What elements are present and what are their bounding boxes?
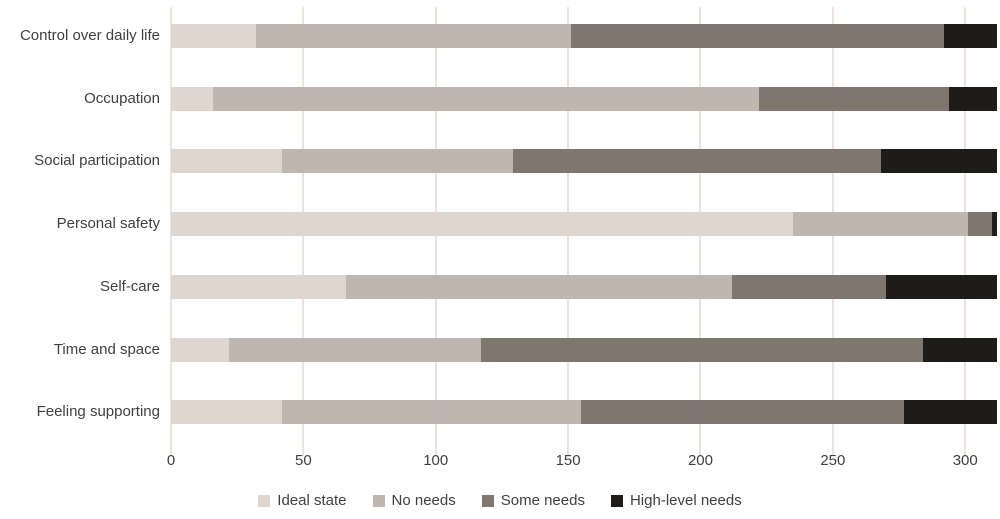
legend-label: Ideal state [277,492,347,509]
bar-segment-ideal-state [171,149,283,174]
bar-segment-no-needs [229,337,481,362]
bar-row: Social participation [0,149,1000,174]
x-tick-label: 150 [555,452,581,469]
bar-row: Self-care [0,274,1000,299]
bar-segment-no-needs [345,274,733,299]
bar-row: Personal safety [0,212,1000,237]
legend-label: High-level needs [629,492,742,509]
legend-item: High-level needs [610,492,742,509]
bar-segment-some-needs [512,149,881,174]
category-label: Feeling supporting [36,403,160,421]
bar-segment-no-needs [282,400,582,425]
bar-segment-ideal-state [171,337,230,362]
bar-segment-some-needs [967,212,992,237]
category-label: Personal safety [56,215,160,233]
bar-segment-high-level-needs [922,337,997,362]
bar-segment-no-needs [282,149,513,174]
bar-segment-some-needs [732,274,886,299]
bar-segment-high-level-needs [949,86,997,111]
legend-label: Some needs [500,492,585,509]
legend: Ideal state No needs Some needs High-level … [0,492,1000,509]
legend-swatch [610,494,623,507]
bar-row: Feeling supporting [0,400,1000,425]
category-label: Time and space [53,340,160,358]
bar-segment-ideal-state [171,86,214,111]
legend-label: No needs [391,492,456,509]
legend-swatch [481,494,494,507]
bar-row: Control over daily life [0,24,1000,48]
category-label: Occupation [84,89,160,107]
bar-row: Time and space [0,337,1000,362]
bar-segment-some-needs [581,400,905,425]
x-tick-label: 200 [687,452,713,469]
x-tick-label: 300 [952,452,978,469]
bar-segment-high-level-needs [944,24,997,48]
x-tick-label: 50 [295,452,312,469]
bar-segment-high-level-needs [880,149,997,174]
category-label: Control over daily life [19,27,160,44]
legend-swatch [372,494,385,507]
bar-segment-some-needs [758,86,950,111]
bar-segment-some-needs [570,24,945,48]
bar-segment-no-needs [213,86,759,111]
bar-segment-some-needs [480,337,923,362]
legend-item: Ideal state [258,492,347,509]
legend-item: Some needs [481,492,585,509]
bar-segment-high-level-needs [904,400,997,425]
bar-segment-ideal-state [171,24,256,48]
category-label: Self-care [99,277,160,295]
bar-segment-ideal-state [171,274,346,299]
x-tick-label: 250 [820,452,846,469]
bar-row: Occupation [0,86,1000,111]
bar-segment-ideal-state [171,400,283,425]
legend-item: No needs [372,492,456,509]
bar-segment-ideal-state [171,212,794,237]
bar-segment-high-level-needs [991,212,997,237]
legend-swatch [258,494,271,507]
x-tick-label: 0 [166,452,176,469]
bar-segment-no-needs [255,24,571,48]
x-tick-label: 100 [423,452,449,469]
category-label: Social participation [34,152,160,170]
bar-segment-no-needs [793,212,968,237]
bar-segment-high-level-needs [885,274,997,299]
